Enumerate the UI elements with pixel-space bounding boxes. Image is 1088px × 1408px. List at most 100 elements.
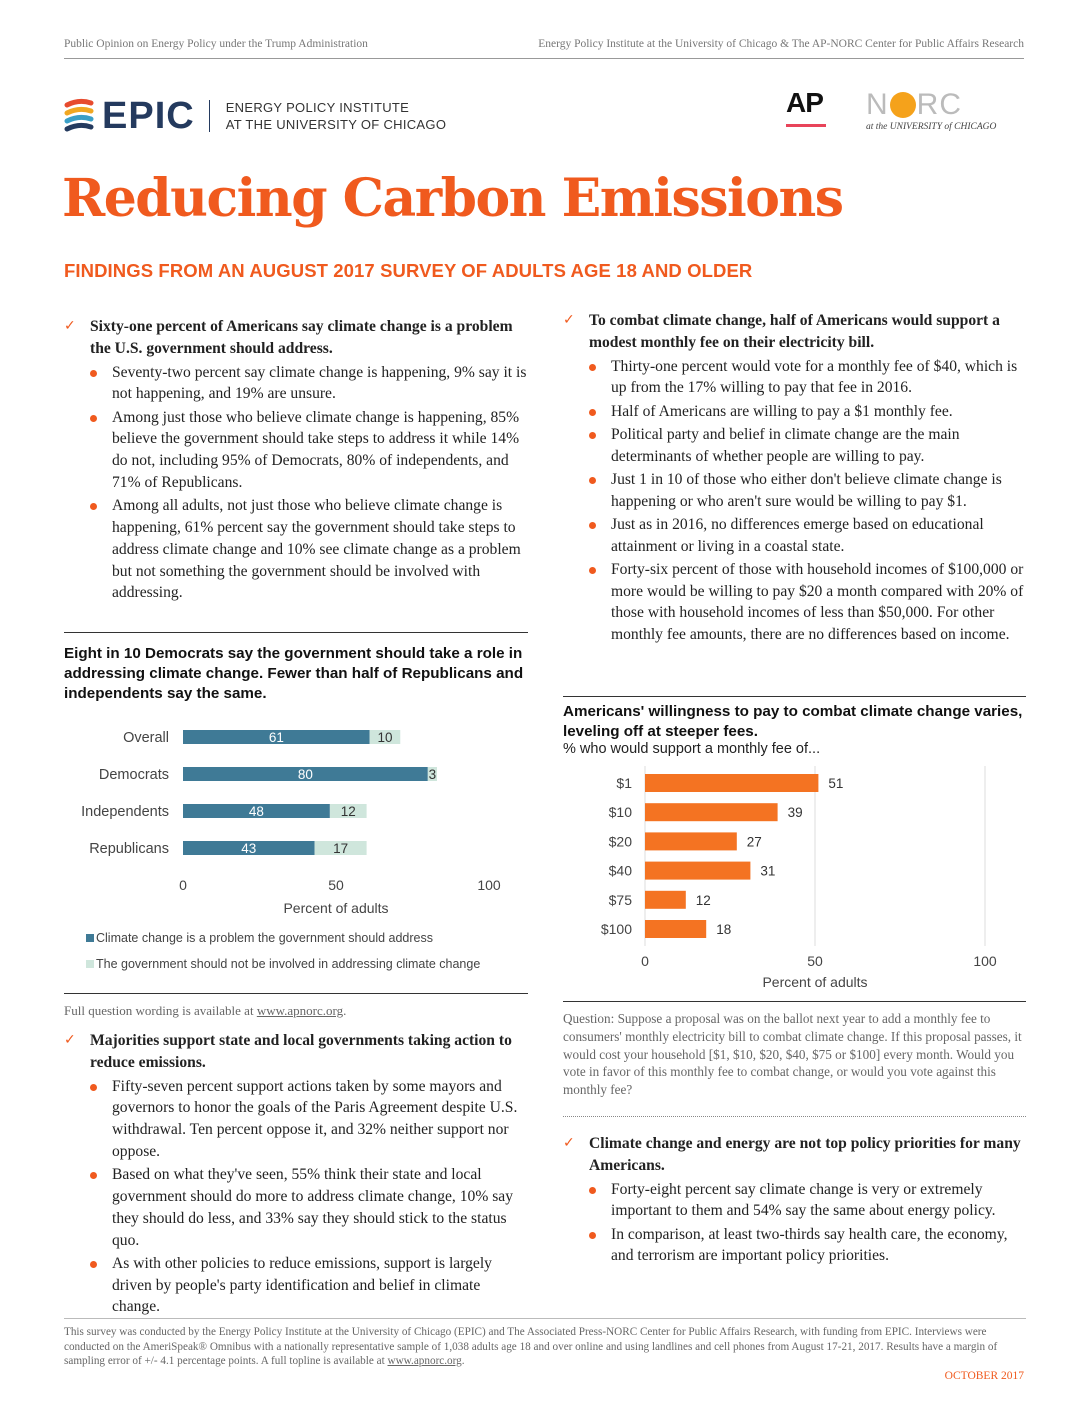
list-item-text: Based on what they've seen, 55% think th… bbox=[112, 1166, 513, 1249]
chart2-data-label: 39 bbox=[788, 805, 803, 820]
epic-logo: EPIC ENERGY POLICY INSTITUTE AT THE UNIV… bbox=[64, 95, 446, 137]
bullet-icon bbox=[90, 414, 97, 422]
chart1-legend-label: The government should not be involved in… bbox=[96, 957, 480, 971]
chart1-data-label: 12 bbox=[341, 804, 356, 819]
footer-suffix: . bbox=[461, 1355, 465, 1367]
norc-rc: RC bbox=[916, 88, 963, 121]
bullet-icon bbox=[589, 521, 596, 529]
running-header-right: Energy Policy Institute at the Universit… bbox=[538, 38, 1024, 50]
list-item: Political party and belief in climate ch… bbox=[563, 424, 1026, 468]
section-heading: ✓ Climate change and energy are not top … bbox=[563, 1133, 1026, 1177]
chart2-data-label: 51 bbox=[828, 776, 843, 791]
check-icon: ✓ bbox=[563, 1135, 575, 1151]
chart2-top-rule bbox=[563, 696, 1026, 697]
chart1-category-label: Independents bbox=[81, 804, 169, 820]
list-item-text: Just as in 2016, no differences emerge b… bbox=[611, 515, 984, 555]
bullet-icon bbox=[90, 503, 97, 511]
norc-logo: N RC at the UNIVERSITY of CHICAGO bbox=[866, 90, 1026, 133]
epic-wordmark: EPIC bbox=[102, 95, 195, 137]
norc-sun-icon bbox=[889, 92, 916, 118]
chart2-tick-label: 50 bbox=[807, 953, 823, 969]
section-heading-text: Sixty-one percent of Americans say clima… bbox=[90, 318, 513, 357]
bullet-icon bbox=[589, 566, 596, 574]
bullet-list: Fifty-seven percent support actions take… bbox=[64, 1076, 530, 1319]
chart2-bar bbox=[645, 832, 737, 851]
list-item-text: As with other policies to reduce emissio… bbox=[112, 1254, 492, 1316]
chart1-bar bbox=[183, 730, 370, 744]
chart2-data-label: 27 bbox=[747, 834, 762, 849]
chart1-category-label: Overall bbox=[123, 730, 169, 746]
chart1-bar bbox=[183, 841, 315, 855]
ap-logo-bar bbox=[786, 124, 826, 127]
norc-n: N bbox=[866, 88, 889, 121]
footer-apnorc-link[interactable]: www.apnorc.org bbox=[387, 1355, 462, 1367]
bullet-icon bbox=[90, 1260, 97, 1268]
chart1-category-label: Republicans bbox=[89, 841, 169, 857]
running-header-left: Public Opinion on Energy Policy under th… bbox=[64, 38, 368, 50]
chart1-data-label: 43 bbox=[241, 841, 256, 856]
list-item: Based on what they've seen, 55% think th… bbox=[64, 1164, 530, 1251]
chart2-tick-label: 100 bbox=[973, 953, 997, 969]
chart1-data-label: 3 bbox=[429, 767, 437, 782]
chart1-data-label: 80 bbox=[298, 767, 313, 782]
publication-date: OCTOBER 2017 bbox=[944, 1370, 1024, 1382]
section-heading-text: Climate change and energy are not top po… bbox=[589, 1135, 1021, 1174]
check-icon: ✓ bbox=[563, 312, 575, 328]
chart1-tick-label: 0 bbox=[179, 877, 187, 893]
note-text: Full question wording is available at bbox=[64, 1003, 257, 1018]
list-item: Thirty-one percent would vote for a mont… bbox=[563, 356, 1026, 400]
chart2-bar bbox=[645, 861, 751, 880]
norc-wordmark: N RC bbox=[866, 90, 1026, 120]
chart2-category-label: $75 bbox=[609, 892, 633, 908]
bullet-icon bbox=[589, 431, 596, 439]
list-item: Half of Americans are willing to pay a $… bbox=[563, 401, 1026, 423]
chart2-data-label: 18 bbox=[716, 922, 731, 937]
chart1-bar bbox=[427, 767, 437, 781]
chart1-data-label: 48 bbox=[249, 804, 264, 819]
question-text: Question: Suppose a proposal was on the … bbox=[563, 1011, 1022, 1098]
list-item: Just 1 in 10 of those who either don't b… bbox=[563, 469, 1026, 513]
apnorc-link[interactable]: www.apnorc.org bbox=[256, 1003, 344, 1018]
bullet-icon bbox=[589, 1231, 596, 1239]
chart1-title: Eight in 10 Democrats say the government… bbox=[64, 645, 524, 702]
chart1-legend-swatch bbox=[86, 960, 94, 968]
chart2-bar bbox=[645, 890, 686, 909]
list-item-text: Forty-eight percent say climate change i… bbox=[611, 1180, 996, 1220]
list-item-text: Just 1 in 10 of those who either don't b… bbox=[611, 470, 1002, 510]
check-icon: ✓ bbox=[64, 318, 76, 334]
bullet-icon bbox=[90, 1172, 97, 1180]
chart2-bar bbox=[645, 920, 707, 938]
chart1-bar bbox=[183, 767, 428, 781]
chart2-category-label: $20 bbox=[609, 833, 633, 849]
list-item-text: In comparison, at least two-thirds say h… bbox=[611, 1225, 1008, 1265]
page-subtitle: FINDINGS FROM AN AUGUST 2017 SURVEY OF A… bbox=[64, 260, 753, 281]
footer-text: This survey was conducted by the Energy … bbox=[64, 1326, 998, 1367]
chart1-top-rule bbox=[64, 632, 528, 633]
bullet-list: Forty-eight percent say climate change i… bbox=[563, 1179, 1026, 1268]
norc-university-line: at the UNIVERSITY of CHICAGO bbox=[866, 122, 997, 132]
chart2-data-label: 31 bbox=[760, 864, 775, 879]
section-monthly-fee: ✓ To combat climate change, half of Amer… bbox=[563, 310, 1026, 647]
epic-institution-line2: AT THE UNIVERSITY OF CHICAGO bbox=[225, 117, 447, 132]
note-suffix: . bbox=[343, 1003, 347, 1018]
list-item: Forty-six percent of those with househol… bbox=[563, 559, 1026, 646]
list-item-text: Fifty-seven percent support actions take… bbox=[112, 1077, 518, 1160]
header-divider bbox=[64, 58, 1024, 59]
chart1-data-label: 61 bbox=[269, 730, 284, 745]
list-item: Seventy-two percent say climate change i… bbox=[64, 362, 530, 406]
bullet-icon bbox=[589, 363, 596, 371]
chart1-bar bbox=[183, 804, 330, 818]
question-wording-note: Full question wording is available at ww… bbox=[64, 1003, 346, 1019]
section-heading-text: To combat climate change, half of Americ… bbox=[589, 312, 1000, 351]
list-item-text: Among all adults, not just those who bel… bbox=[112, 497, 521, 602]
list-item-text: Forty-six percent of those with househol… bbox=[611, 560, 1024, 644]
chart2-category-label: $100 bbox=[601, 921, 632, 937]
chart1-bar bbox=[329, 804, 367, 818]
chart1-legend-label: Climate change is a problem the governme… bbox=[96, 931, 433, 945]
list-item-text: Half of Americans are willing to pay a $… bbox=[611, 402, 953, 420]
section-heading: ✓ To combat climate change, half of Amer… bbox=[563, 310, 1026, 354]
chart1-legend-swatch bbox=[86, 934, 94, 942]
section-heading: ✓ Majorities support state and local gov… bbox=[64, 1030, 530, 1074]
bullet-icon bbox=[589, 408, 596, 416]
list-item: In comparison, at least two-thirds say h… bbox=[563, 1224, 1026, 1268]
